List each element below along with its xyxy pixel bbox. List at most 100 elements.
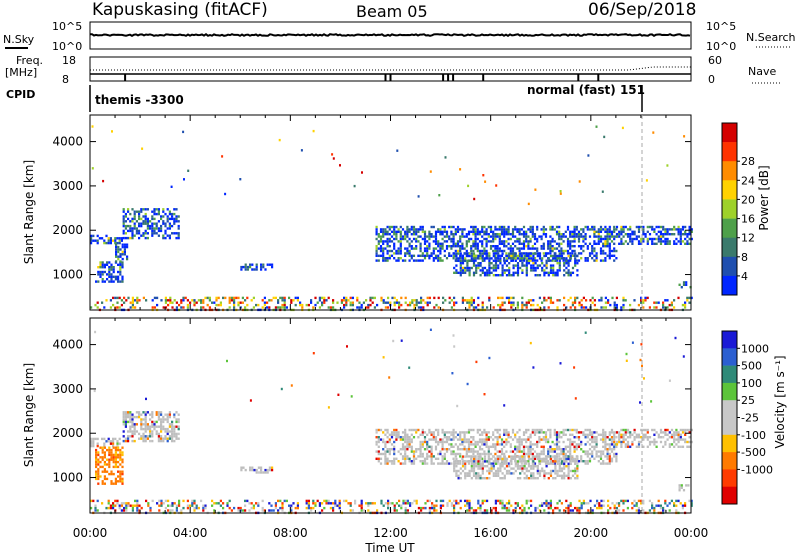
echo-cell	[461, 443, 464, 446]
echo-cell	[177, 234, 180, 237]
echo-cell	[249, 263, 252, 266]
echo-cell	[390, 240, 394, 243]
echo-cell	[430, 450, 433, 453]
echo-cell	[472, 233, 475, 236]
echo-cell	[380, 299, 383, 302]
echo-cell	[606, 254, 609, 257]
echo-cell	[497, 257, 500, 260]
echo-cell	[329, 506, 332, 510]
echo-cell	[459, 252, 462, 255]
echo-cell	[622, 225, 625, 229]
echo-cell	[516, 460, 520, 463]
echo-cell	[591, 445, 594, 448]
echo-cell	[577, 233, 581, 236]
echo-cell	[488, 462, 491, 465]
echo-cell	[382, 242, 385, 245]
echo-cell	[476, 245, 479, 248]
echo-cell	[239, 506, 242, 510]
echo-cell	[646, 242, 649, 245]
echo-cell	[215, 502, 218, 505]
echo-cell	[397, 436, 400, 439]
echo-cell	[522, 431, 526, 434]
echo-cell	[251, 468, 254, 472]
echo-cell	[593, 445, 596, 448]
echo-cell	[611, 502, 614, 505]
power-colorbar-label: Power [dB]	[757, 165, 771, 230]
echo-cell	[371, 502, 374, 505]
echo-cell	[476, 431, 479, 434]
echo-cell	[494, 457, 498, 461]
echo-cell	[140, 425, 143, 428]
echo-cell	[417, 228, 420, 231]
echo-cell	[369, 299, 372, 302]
echo-cell	[551, 450, 554, 453]
echo-cell	[419, 455, 422, 458]
echo-cell	[173, 220, 176, 223]
echo-cell	[508, 499, 511, 503]
echo-cell	[483, 266, 487, 270]
echo-cell	[610, 240, 614, 243]
echo-cell	[434, 448, 438, 451]
echo-cell	[593, 233, 596, 236]
echo-cell	[642, 240, 645, 243]
echo-cell	[379, 245, 383, 248]
echo-cell	[200, 306, 203, 309]
echo-cell	[554, 254, 557, 258]
echo-cell	[527, 452, 530, 456]
echo-cell	[494, 445, 497, 448]
echo-cell	[112, 502, 115, 505]
echo-cell	[325, 499, 328, 503]
echo-cell	[670, 301, 673, 304]
echo-cell	[395, 301, 398, 304]
echo-cell	[499, 465, 502, 468]
echo-cell	[472, 230, 475, 233]
echo-cell	[441, 233, 444, 236]
echo-cell	[653, 443, 656, 446]
echo-cell	[549, 431, 552, 434]
echo-cell	[677, 433, 680, 436]
echo-cell	[571, 469, 575, 473]
echo-cell	[571, 457, 575, 461]
echo-cell	[496, 233, 499, 236]
echo-cell	[346, 345, 348, 348]
echo-cell	[655, 440, 658, 444]
echo-cell	[101, 266, 104, 269]
echo-cell	[103, 239, 106, 242]
echo-cell	[545, 252, 548, 255]
echo-cell	[501, 477, 504, 480]
echo-cell	[500, 254, 504, 257]
echo-cell	[554, 252, 557, 255]
colorbar-segment	[722, 218, 737, 238]
echo-cell	[386, 460, 389, 463]
echo-cell	[569, 438, 572, 441]
echo-cell	[567, 509, 570, 512]
echo-cell	[129, 413, 132, 416]
echo-cell	[607, 504, 610, 507]
echo-cell	[115, 248, 118, 251]
echo-cell	[626, 440, 630, 444]
echo-cell	[489, 462, 493, 465]
echo-cell	[464, 271, 467, 274]
echo-cell	[547, 296, 550, 300]
echo-cell	[375, 436, 378, 439]
echo-cell	[474, 245, 477, 248]
echo-cell	[556, 269, 559, 272]
echo-cell	[426, 440, 429, 444]
echo-cell	[124, 437, 127, 440]
echo-cell	[582, 450, 585, 453]
echo-cell	[505, 245, 508, 248]
echo-cell	[514, 259, 517, 262]
echo-cell	[500, 242, 504, 245]
echo-cell	[401, 431, 405, 434]
echo-cell	[591, 245, 594, 248]
echo-cell	[472, 460, 476, 463]
echo-cell	[124, 220, 127, 223]
echo-cell	[586, 245, 589, 248]
echo-cell	[554, 506, 557, 510]
echo-cell	[576, 465, 579, 468]
echo-cell	[401, 443, 405, 446]
echo-cell	[404, 237, 407, 241]
echo-cell	[566, 245, 570, 248]
echo-cell	[114, 451, 117, 454]
echo-cell	[486, 477, 489, 480]
